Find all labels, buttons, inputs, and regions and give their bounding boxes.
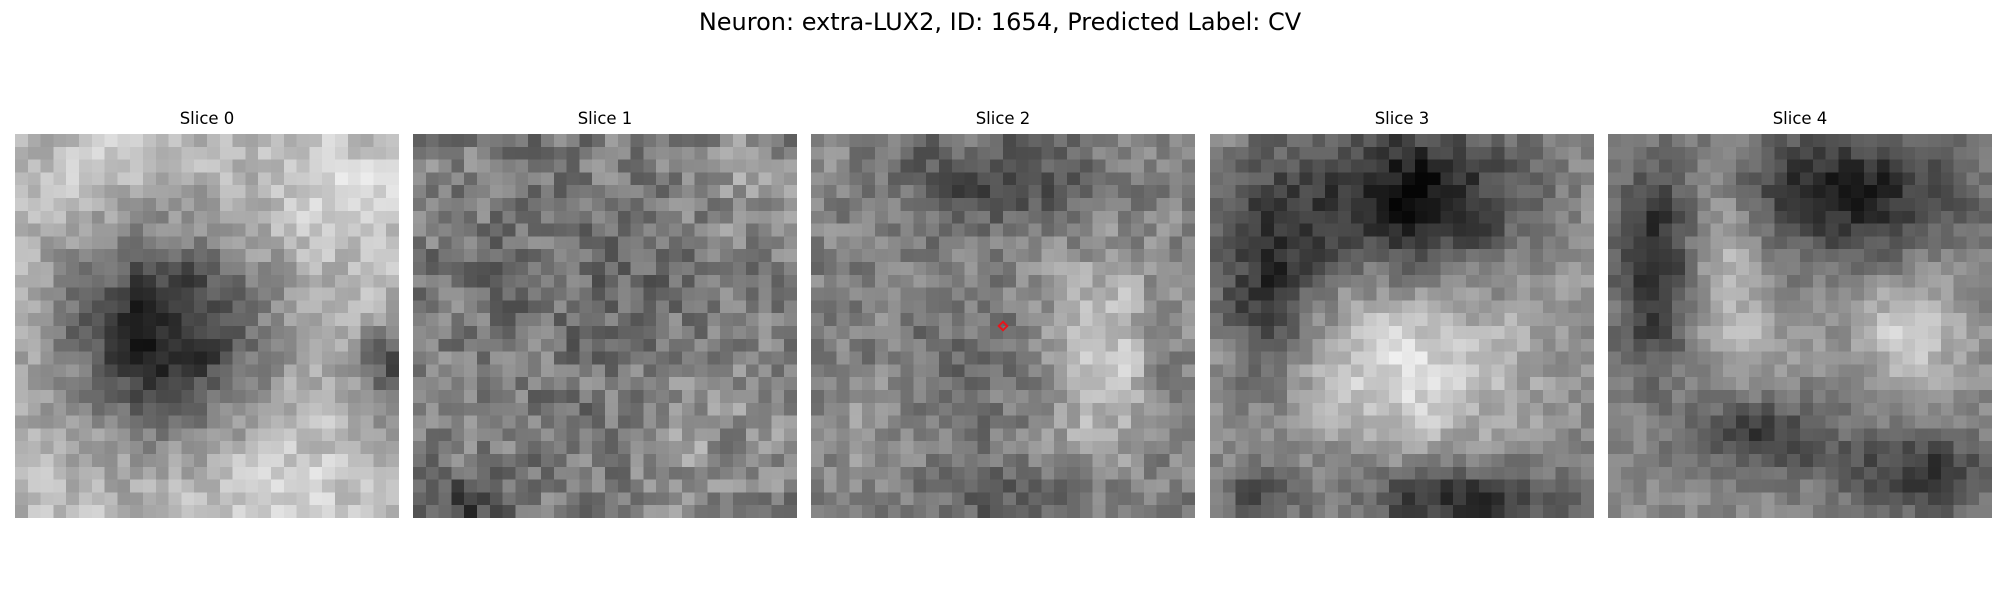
- slice-image: [811, 134, 1195, 518]
- figure-title: Neuron: extra-LUX2, ID: 1654, Predicted …: [698, 8, 1302, 36]
- slice-image: [1210, 134, 1594, 518]
- slice-image: [1608, 134, 1992, 518]
- slice-image: [413, 134, 797, 518]
- slice-title: Slice 3: [1374, 109, 1430, 128]
- slice-panel-1: Slice 1: [413, 108, 797, 518]
- slice-panel-2: Slice 2: [811, 108, 1195, 518]
- slice-title: Slice 1: [577, 109, 633, 128]
- slice-title: Slice 4: [1772, 109, 1828, 128]
- slice-title: Slice 2: [975, 109, 1031, 128]
- slice-image: [15, 134, 399, 518]
- slice-panel-0: Slice 0: [15, 108, 399, 518]
- slice-panel-4: Slice 4: [1608, 108, 1992, 518]
- slice-title: Slice 0: [179, 109, 235, 128]
- slice-panel-3: Slice 3: [1210, 108, 1594, 518]
